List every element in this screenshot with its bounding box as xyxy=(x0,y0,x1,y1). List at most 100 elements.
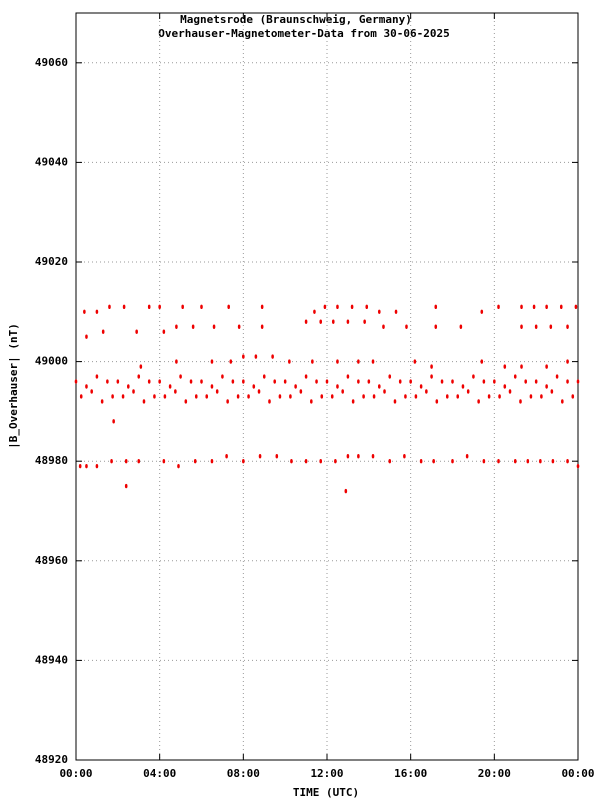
data-point xyxy=(126,384,130,389)
data-point xyxy=(432,459,435,464)
data-point xyxy=(377,384,381,389)
data-point xyxy=(260,324,264,329)
data-point xyxy=(242,379,245,384)
data-point xyxy=(529,394,533,399)
data-point xyxy=(566,324,569,329)
data-point xyxy=(365,304,369,310)
data-point xyxy=(313,309,316,314)
data-point xyxy=(487,394,491,399)
data-point xyxy=(561,399,564,404)
y-axis-label: |B_Overhauser| (nT) xyxy=(7,323,20,449)
data-point xyxy=(519,399,522,404)
data-point xyxy=(101,329,105,334)
data-point xyxy=(482,459,486,464)
data-point xyxy=(320,394,324,399)
data-point xyxy=(260,304,264,310)
data-point xyxy=(139,364,143,369)
y-tick-label: 48960 xyxy=(35,554,68,567)
data-point xyxy=(189,379,193,384)
data-point xyxy=(493,379,496,384)
data-point xyxy=(288,359,291,364)
data-point xyxy=(451,459,454,464)
data-point xyxy=(550,389,554,394)
data-point xyxy=(434,324,438,329)
data-point xyxy=(237,324,241,329)
data-point xyxy=(231,379,235,384)
data-point xyxy=(122,304,126,310)
data-point xyxy=(372,394,376,399)
data-point xyxy=(181,304,184,310)
data-point xyxy=(210,384,214,389)
x-tick-label: 00:00 xyxy=(561,767,594,780)
data-point xyxy=(419,384,423,389)
data-point xyxy=(482,379,486,384)
data-point xyxy=(262,374,266,379)
data-point xyxy=(283,379,287,384)
data-point xyxy=(465,454,469,459)
data-point xyxy=(319,459,323,464)
data-point xyxy=(480,359,484,364)
data-point xyxy=(290,459,293,464)
data-point xyxy=(294,384,297,389)
data-point xyxy=(435,399,439,404)
data-point xyxy=(252,384,256,389)
data-point xyxy=(158,304,161,310)
data-point xyxy=(559,304,563,310)
data-point xyxy=(90,389,93,394)
x-tick-label: 00:00 xyxy=(59,767,92,780)
data-point xyxy=(179,374,182,379)
data-point xyxy=(498,394,501,399)
data-point xyxy=(576,463,580,469)
data-point xyxy=(459,324,463,329)
data-point xyxy=(574,304,578,310)
data-point xyxy=(191,324,195,329)
data-point xyxy=(236,394,240,399)
data-point xyxy=(108,304,111,310)
data-point xyxy=(273,379,277,384)
data-point xyxy=(315,379,318,384)
data-point xyxy=(331,319,335,324)
data-point xyxy=(440,379,444,384)
chart-title: Magnetsrode (Braunschweig, Germany) xyxy=(180,13,412,26)
data-point xyxy=(304,319,308,324)
data-point xyxy=(79,394,83,399)
data-point xyxy=(210,359,214,364)
data-point xyxy=(346,374,350,379)
y-tick-label: 49040 xyxy=(35,155,68,168)
data-point xyxy=(414,394,418,399)
data-point xyxy=(112,419,115,424)
data-point xyxy=(383,389,386,394)
data-point xyxy=(268,399,271,404)
data-point xyxy=(85,334,88,339)
data-point xyxy=(142,399,146,404)
data-point xyxy=(362,394,365,399)
data-point xyxy=(325,379,329,384)
data-point xyxy=(210,459,214,464)
x-tick-label: 04:00 xyxy=(143,767,176,780)
data-point xyxy=(549,324,553,329)
data-point xyxy=(545,364,548,369)
x-tick-label: 20:00 xyxy=(478,767,511,780)
data-point xyxy=(503,364,507,369)
data-point xyxy=(194,394,198,399)
data-point xyxy=(299,389,303,394)
data-point xyxy=(393,399,397,404)
data-point xyxy=(147,379,151,384)
data-point xyxy=(137,374,141,379)
data-point xyxy=(334,459,337,464)
data-point xyxy=(434,304,438,310)
data-point xyxy=(545,304,548,310)
data-point xyxy=(451,379,454,384)
data-point xyxy=(163,394,167,399)
y-tick-label: 48980 xyxy=(35,454,68,467)
data-point xyxy=(135,329,138,334)
data-point xyxy=(472,374,475,379)
data-point xyxy=(271,354,274,359)
data-point xyxy=(168,384,172,389)
data-point xyxy=(242,459,245,464)
data-point xyxy=(508,389,512,394)
data-point xyxy=(336,384,339,389)
data-point xyxy=(409,379,412,384)
data-point xyxy=(111,394,114,399)
